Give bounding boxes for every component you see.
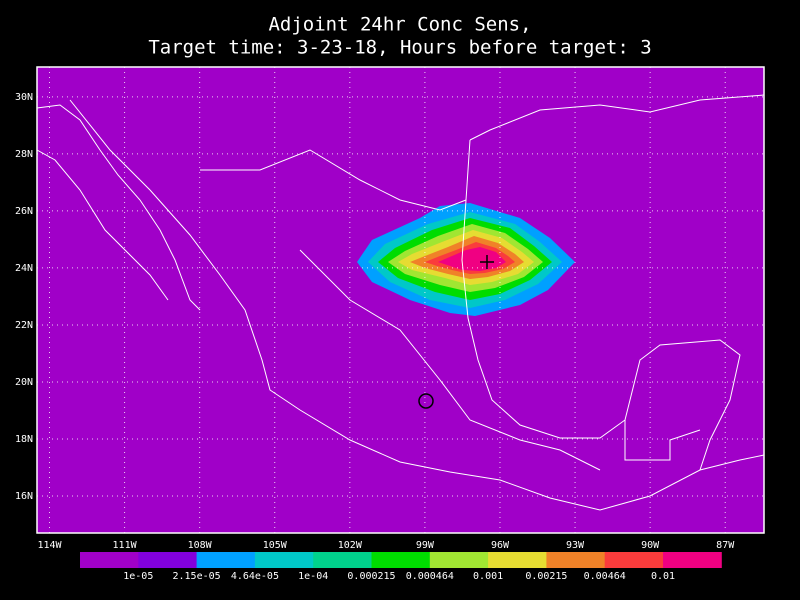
lat-label: 24N [15,263,33,274]
lon-label: 102W [338,540,363,551]
lon-label: 114W [37,540,62,551]
lon-label: 99W [416,540,435,551]
colorbar-label: 0.00215 [525,571,567,582]
colorbar-label: 0.00464 [584,571,626,582]
colorbar-label: 0.000464 [406,571,454,582]
colorbar-label: 0.01 [651,571,675,582]
lat-label: 22N [15,320,33,331]
colorbar-label: 1e-04 [298,571,328,582]
lon-label: 111W [113,540,138,551]
colorbar-swatch [663,552,722,568]
lon-label: 105W [263,540,288,551]
colorbar-swatch [488,552,547,568]
colorbar-label: 2.15e-05 [173,571,221,582]
lat-label: 20N [15,377,33,388]
colorbar-label: 1e-05 [123,571,153,582]
colorbar-swatch [138,552,198,568]
lon-label: 93W [566,540,585,551]
lat-label: 18N [15,434,33,445]
colorbar-swatch [604,552,664,568]
lat-label: 26N [15,206,33,217]
sensitivity-field [357,203,575,316]
colorbar-swatch [546,552,606,568]
colorbar-swatch [196,552,256,568]
colorbar-swatch [80,552,139,568]
colorbar-swatch [313,552,372,568]
coastlines [36,94,765,511]
lon-label: 96W [491,540,510,551]
lon-label: 108W [188,540,213,551]
lat-label: 28N [15,149,33,160]
map-frame [36,66,765,534]
source-marker [418,393,434,409]
lat-label: 30N [15,92,33,103]
colorbar-swatch [371,552,431,568]
lon-label: 90W [641,540,660,551]
map-area [37,67,764,533]
colorbar-label: 4.64e-05 [231,571,279,582]
lat-label: 16N [15,491,33,502]
colorbar-label: 0.000215 [347,571,395,582]
colorbar-label: 0.001 [473,571,503,582]
lon-label: 87W [716,540,735,551]
colorbar-swatch [254,552,314,568]
colorbar-swatch [429,552,489,568]
title-line: Target time: 3-23-18, Hours before targe… [148,37,651,59]
title-line: Adjoint 24hr Conc Sens, [268,14,531,36]
